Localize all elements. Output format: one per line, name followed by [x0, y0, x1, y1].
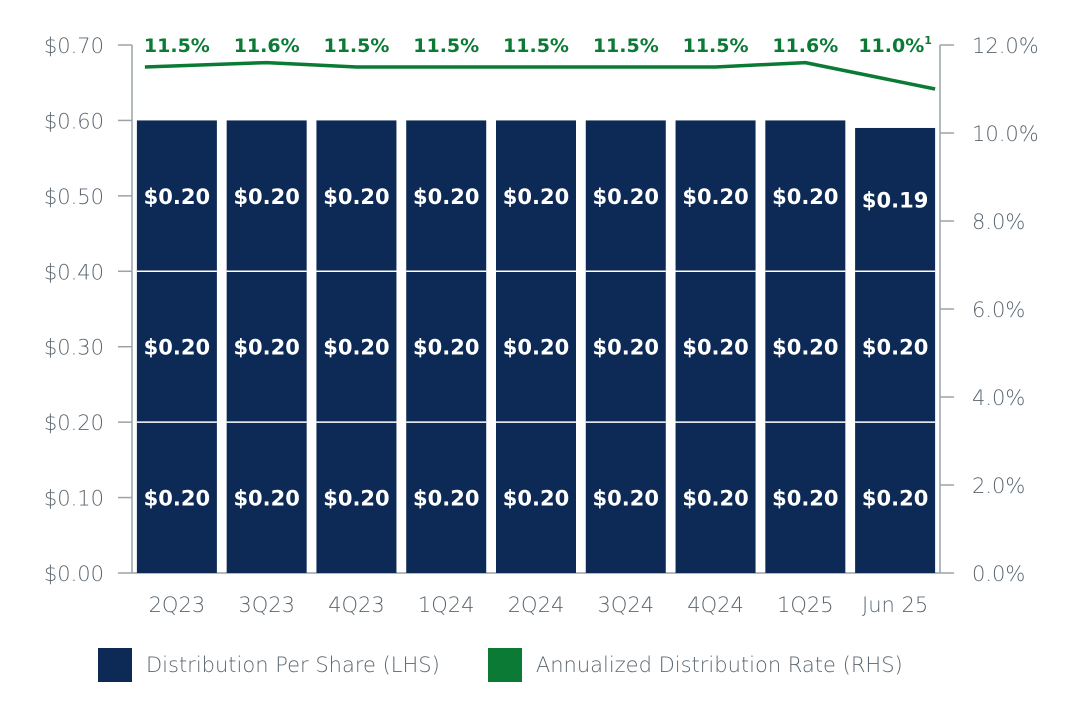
left-axis-tick-label: $0.30	[44, 336, 104, 360]
x-axis-category-label: 2Q24	[508, 593, 565, 617]
bar-segment-label: $0.20	[772, 487, 838, 511]
bar-segment-label: $0.20	[593, 336, 659, 360]
bar-segment-label: $0.20	[144, 487, 210, 511]
rate-footnote-marker: 1	[924, 34, 932, 47]
bar-segment-label: $0.20	[233, 487, 299, 511]
bar-segment	[316, 271, 397, 423]
bar-segment	[316, 422, 397, 573]
left-axis-tick-label: $0.40	[44, 260, 104, 284]
x-axis-category-label: 4Q24	[687, 593, 744, 617]
bar-segment	[226, 422, 307, 573]
x-axis-category-label: 4Q23	[328, 593, 385, 617]
bar-segment-label: $0.20	[682, 336, 748, 360]
bar-segment-label: $0.20	[593, 487, 659, 511]
bar-segment-label: $0.20	[503, 336, 569, 360]
rate-line	[144, 60, 936, 91]
legend-swatch-distribution-per-share	[98, 648, 132, 682]
bar-segment	[855, 127, 936, 272]
right-axis-tick-label: 12.0%	[972, 34, 1039, 58]
left-axis-tick-label: $0.20	[44, 411, 104, 435]
bar-segment	[585, 271, 666, 423]
chart-plot-area: $0.00 $0.10 $0.20 $0.30 $0.40 $0.50 $0.60 $0.70…	[44, 34, 1039, 617]
bar-segment	[226, 271, 307, 423]
rate-data-label: 11.6%	[234, 35, 300, 57]
bar-segment-label: $0.20	[503, 185, 569, 209]
bar-segment-label: $0.20	[413, 336, 479, 360]
left-axis-tick-label: $0.10	[44, 487, 104, 511]
bar-segment	[316, 120, 397, 272]
bar-segment	[855, 271, 936, 423]
x-axis-category-label: 2Q23	[149, 593, 206, 617]
rate-data-label: 11.5%	[593, 35, 659, 57]
bar-segment-label: $0.20	[862, 487, 928, 511]
right-axis-tick-label: 4.0%	[972, 386, 1025, 410]
bar-segment	[585, 120, 666, 272]
legend-label-annualized-distribution-rate: Annualized Distribution Rate (RHS)	[535, 653, 903, 677]
legend-item-distribution-per-share: Distribution Per Share (LHS)	[98, 648, 440, 682]
bar-segment	[765, 422, 846, 573]
rate-data-label: 11.5%	[323, 35, 389, 57]
legend-swatch-annualized-distribution-rate	[487, 648, 522, 682]
bar-segment-label: $0.20	[772, 185, 838, 209]
rate-data-label: 11.5%	[413, 35, 479, 57]
bar-segment	[765, 271, 846, 423]
left-axis-tick-label: $0.60	[44, 109, 104, 133]
bar-segment	[406, 422, 487, 573]
bar-segment	[496, 271, 576, 423]
bar-segment	[855, 422, 936, 573]
x-axis-category-label: 3Q23	[238, 593, 295, 617]
x-axis-category-label: 3Q24	[597, 593, 654, 617]
bar-segment-label: $0.20	[682, 487, 748, 511]
bar-segment	[136, 120, 217, 272]
bar-segment	[496, 422, 576, 573]
bar-segment-label: $0.20	[682, 185, 748, 209]
chart-legend: Distribution Per Share (LHS) Annualized …	[98, 648, 951, 682]
bar-segment	[226, 120, 307, 272]
bar-segment	[675, 422, 756, 573]
bar-segment-label: $0.20	[233, 336, 299, 360]
bar-segment-label: $0.20	[413, 487, 479, 511]
rate-data-label: 11.5%	[503, 35, 569, 57]
bar-segment	[675, 271, 756, 423]
bar-segment-label: $0.20	[772, 336, 838, 360]
bar-segment	[765, 120, 846, 272]
bar-segment-label: $0.20	[144, 336, 210, 360]
rate-data-label: 11.5%	[683, 35, 749, 57]
right-axis-tick-label: 8.0%	[972, 210, 1025, 234]
right-axis-tick-label: 2.0%	[972, 474, 1025, 498]
bar-segment-label: $0.20	[323, 336, 389, 360]
bar-segment	[496, 120, 576, 272]
bar-segment	[406, 271, 487, 423]
bar-segment-label: $0.20	[323, 185, 389, 209]
bar-segment-label: $0.20	[144, 185, 210, 209]
legend-label-distribution-per-share: Distribution Per Share (LHS)	[146, 653, 440, 677]
bar-segment-label: $0.20	[503, 487, 569, 511]
right-axis-tick-label: 0.0%	[972, 562, 1025, 586]
bar-segment-label: $0.20	[862, 336, 928, 360]
bar-segment-label: $0.20	[323, 487, 389, 511]
rate-data-label: 11.0%1	[858, 34, 932, 57]
right-axis-tick-label: 10.0%	[972, 122, 1039, 146]
bar-segment-label: $0.20	[413, 185, 479, 209]
x-axis-category-label: Jun 25	[862, 593, 928, 617]
bar-segment	[136, 271, 217, 423]
bar-segment	[136, 422, 217, 573]
legend-item-annualized-distribution-rate: Annualized Distribution Rate (RHS)	[487, 648, 903, 682]
bar-segment	[675, 120, 756, 272]
left-axis-tick-label: $0.50	[44, 185, 104, 209]
bar-segment-label: $0.20	[233, 185, 299, 209]
right-axis-tick-label: 6.0%	[972, 298, 1025, 322]
x-axis-category-label: 1Q25	[777, 593, 834, 617]
bar-segment	[585, 422, 666, 573]
left-axis-tick-label: $0.70	[44, 34, 104, 58]
left-axis-tick-label: $0.00	[44, 562, 104, 586]
x-axis-category-label: 1Q24	[418, 593, 475, 617]
bar-segment-label: $0.20	[593, 185, 659, 209]
bar-segment-label: $0.19	[862, 189, 928, 213]
bar-segment	[406, 120, 487, 272]
rate-data-label: 11.5%	[144, 35, 210, 57]
rate-data-label: 11.6%	[772, 35, 838, 57]
